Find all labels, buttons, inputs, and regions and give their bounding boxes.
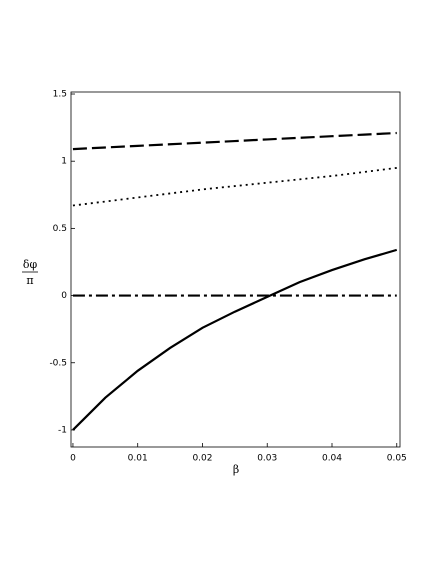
- y-tick-label: -1: [58, 425, 67, 435]
- y-axis-label-denominator: π: [26, 274, 33, 287]
- y-axis-label-numerator: δφ: [23, 258, 38, 271]
- x-tick-label: 0.02: [192, 454, 212, 464]
- x-tick-label: 0.01: [128, 454, 148, 464]
- x-tick-label: 0.05: [387, 454, 407, 464]
- series-line: [72, 167, 397, 207]
- y-tick-label: -0.5: [49, 358, 67, 368]
- series-line: [72, 248, 398, 431]
- y-tick-label: 0.5: [53, 224, 67, 234]
- y-tick-label: 1: [61, 157, 67, 167]
- y-tick-label: 1.5: [53, 90, 67, 100]
- x-tick-label: 0: [70, 454, 76, 464]
- series-line: [72, 131, 397, 151]
- y-tick-label: 0: [61, 291, 67, 301]
- plot-frame: [70, 91, 401, 448]
- x-tick-label: 0.03: [257, 454, 277, 464]
- x-axis-label: β: [233, 463, 239, 476]
- x-tick-label: 0.04: [322, 454, 342, 464]
